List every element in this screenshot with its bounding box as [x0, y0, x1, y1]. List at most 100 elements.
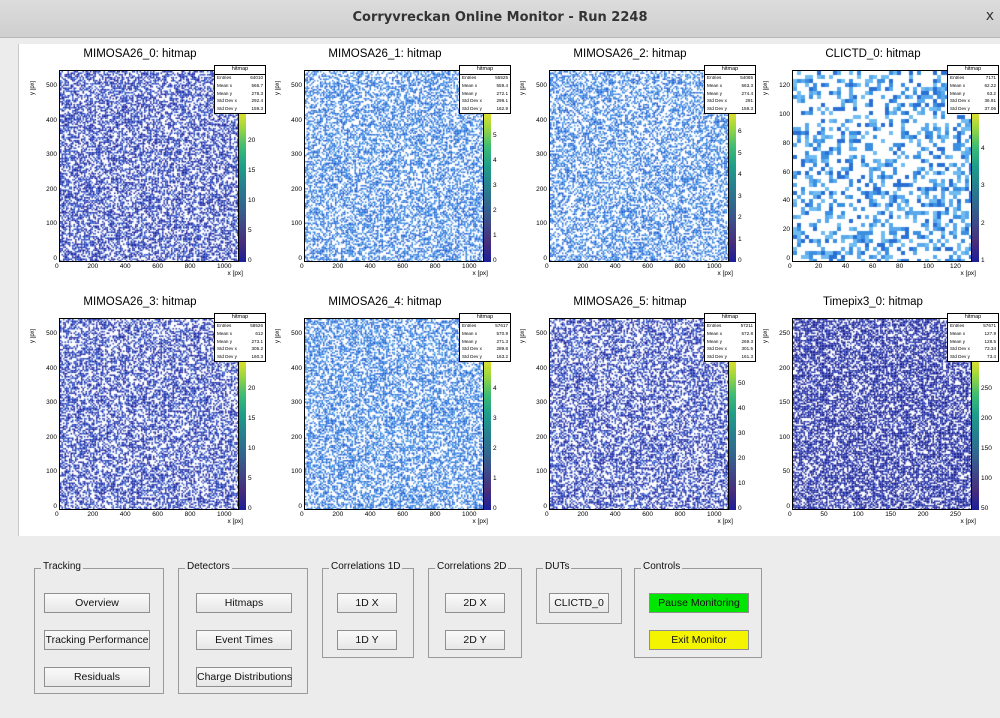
hitmap-plot[interactable]: MIMOSA26_0: hitmap2520151050500400300200… — [25, 46, 266, 281]
exit-monitor-button[interactable]: Exit Monitor — [649, 630, 749, 650]
residuals-button[interactable]: Residuals — [44, 667, 150, 687]
x-tick-label: 1000 — [462, 263, 477, 270]
stats-value: 62.22 — [984, 82, 997, 88]
correlation-1d-x-button[interactable]: 1D X — [337, 593, 397, 613]
stats-key: Mean x — [462, 330, 478, 336]
x-tick-label: 400 — [119, 263, 131, 270]
window-title: Corryvreckan Online Monitor - Run 2248 — [352, 10, 648, 25]
stats-key: Std Dev y — [707, 106, 727, 112]
palette-tick-label: 1 — [493, 475, 497, 482]
correlation-1d-y-button[interactable]: 1D Y — [337, 630, 397, 650]
y-tick-label: 0 — [543, 503, 547, 510]
group-correlations-1d: Correlations 1D 1D X 1D Y — [322, 561, 414, 658]
palette-tick-label: 3 — [738, 192, 742, 200]
palette-tick-label: 4 — [738, 171, 742, 179]
stats-key: Mean y — [707, 90, 723, 96]
hitmap-plot[interactable]: CLICTD_0: hitmap543211201008060402000204… — [758, 46, 999, 281]
palette-tick-label: 5 — [738, 149, 742, 157]
hitmap-plot[interactable]: MIMOSA26_1: hitmap6543210500400300200100… — [270, 46, 511, 281]
plot-title: MIMOSA26_4: hitmap — [328, 296, 442, 308]
stats-row: Std Dev x 305.2 — [215, 346, 265, 354]
overview-button[interactable]: Overview — [44, 593, 150, 613]
y-tick-label: 500 — [46, 330, 57, 337]
color-palette — [484, 108, 491, 262]
clictd-0-button[interactable]: CLICTD_0 — [549, 593, 609, 613]
y-tick-label: 120 — [779, 82, 790, 89]
charge-distributions-button[interactable]: Charge Distributions — [196, 667, 292, 687]
stats-key: Std Dev x — [217, 98, 237, 104]
y-tick-label: 500 — [536, 82, 547, 89]
stats-value: 278.3 — [251, 90, 264, 96]
hitmap-area — [549, 70, 729, 262]
palette-tick-label: 5 — [248, 227, 252, 234]
y-axis-label: y [px] — [275, 328, 281, 343]
hitmap-pixels — [550, 319, 728, 509]
y-axis-label: y [px] — [763, 80, 769, 95]
y-tick-label: 400 — [46, 364, 57, 372]
stats-row: Std Dev x 298.1 — [460, 98, 510, 106]
y-tick-label: 300 — [291, 151, 302, 159]
palette-tick-label: 5 — [248, 475, 252, 482]
pause-monitoring-button[interactable]: Pause Monitoring — [649, 593, 749, 613]
y-tick-label: 50 — [782, 468, 790, 476]
y-tick-label: 500 — [291, 82, 302, 89]
stats-value: 63.2 — [987, 90, 996, 96]
y-tick-label: 100 — [46, 220, 57, 228]
y-tick-label: 60 — [782, 168, 790, 176]
stats-row: Std Dev x 36.91 — [948, 98, 998, 106]
y-tick-label: 40 — [782, 197, 790, 205]
stats-row: Mean y 128.5 — [948, 338, 998, 346]
color-palette — [484, 356, 491, 510]
stats-box: hitmap Entries 57671 Mean x 127.9 Mean y 128.5… — [947, 313, 999, 363]
x-tick-label: 50 — [820, 511, 828, 518]
hitmap-plot[interactable]: MIMOSA26_3: hitmap2520151050500400300200… — [25, 294, 266, 529]
y-tick-label: 500 — [291, 330, 302, 337]
x-tick-label: 200 — [87, 263, 99, 270]
palette-tick-label: 2 — [981, 219, 985, 227]
x-axis-label: x [px] — [960, 270, 976, 277]
stats-key: Mean x — [217, 330, 233, 336]
stats-row: Mean y 63.2 — [948, 90, 998, 98]
stats-key: Entries — [950, 323, 965, 329]
x-tick-label: 200 — [577, 511, 589, 518]
x-tick-label: 100 — [923, 263, 934, 270]
hitmap-plot[interactable]: MIMOSA26_4: hitmap5432105004003002001000… — [270, 294, 511, 529]
hitmaps-button[interactable]: Hitmaps — [196, 593, 292, 613]
event-times-button[interactable]: Event Times — [196, 630, 292, 650]
stats-key: Mean x — [950, 330, 966, 336]
stats-box-title: hitmap — [215, 314, 265, 323]
hitmap-area — [549, 318, 729, 510]
stats-key: Std Dev y — [462, 354, 482, 360]
stats-row: Entries 64010 — [215, 75, 265, 83]
stats-value: 57671 — [983, 323, 996, 329]
stats-row: Std Dev y 37.06 — [948, 106, 998, 114]
hitmap-plot[interactable]: Timepix3_0: hitmap3002502001501005025020… — [758, 294, 999, 529]
x-tick-label: 0 — [788, 263, 792, 270]
correlation-2d-y-button[interactable]: 2D Y — [445, 630, 505, 650]
y-axis-label: y [px] — [30, 328, 36, 343]
y-tick-label: 400 — [291, 364, 302, 372]
y-tick-label: 300 — [46, 151, 57, 159]
x-tick-label: 400 — [119, 511, 131, 518]
stats-row: Mean x 563.3 — [705, 82, 755, 90]
correlation-2d-x-button[interactable]: 2D X — [445, 593, 505, 613]
stats-box-title: hitmap — [948, 314, 998, 323]
stats-key: Mean y — [707, 338, 723, 344]
group-duts-label: DUTs — [543, 561, 572, 572]
x-tick-label: 600 — [642, 263, 654, 270]
hitmap-area — [59, 318, 239, 510]
y-tick-label: 500 — [46, 82, 57, 89]
x-tick-label: 60 — [869, 263, 877, 270]
palette-tick-label: 150 — [981, 445, 992, 452]
palette-tick-label: 4 — [493, 385, 497, 392]
color-palette — [972, 356, 979, 510]
x-tick-label: 400 — [364, 263, 376, 270]
hitmap-pixels — [793, 319, 971, 509]
hitmap-plot[interactable]: MIMOSA26_2: hitmap7654321050040030020010… — [515, 46, 756, 281]
close-icon[interactable]: x — [985, 8, 994, 24]
hitmap-plot[interactable]: MIMOSA26_5: hitmap6050403020100500400300… — [515, 294, 756, 529]
tracking-performance-button[interactable]: Tracking Performance — [44, 630, 150, 650]
x-tick-label: 20 — [815, 263, 823, 270]
plot-title: MIMOSA26_1: hitmap — [328, 48, 442, 60]
stats-row: Mean x 127.9 — [948, 330, 998, 338]
